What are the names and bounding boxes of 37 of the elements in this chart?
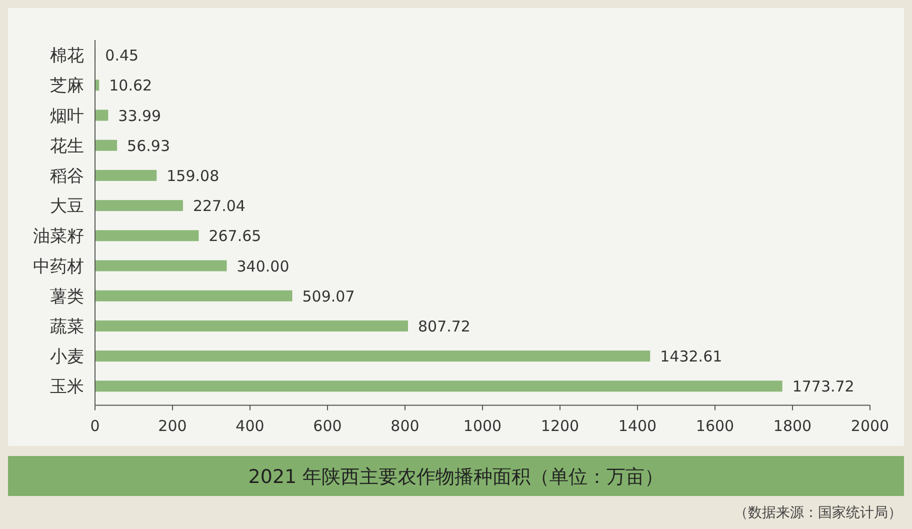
y-tick-label: 薯类 [50, 286, 84, 307]
x-tick-label: 200 [158, 417, 187, 436]
y-tick-label: 大豆 [50, 196, 84, 217]
data-label: 56.93 [127, 136, 170, 155]
y-tick-label: 小麦 [50, 347, 84, 368]
data-label: 159.08 [166, 166, 220, 185]
text: 2021 年陕西主要农作物播种面积（单位：万亩） [248, 466, 664, 488]
data-label: 33.99 [118, 106, 162, 125]
y-tick-label: 玉米 [50, 377, 84, 398]
x-tick-label: 1800 [773, 417, 812, 436]
y-tick-label: 棉花 [50, 46, 84, 66]
y-tick-label: 油菜籽 [33, 226, 84, 247]
x-tick-label: 0 [90, 417, 100, 436]
x-tick-label: 400 [236, 417, 264, 436]
y-tick-label: 花生 [50, 136, 84, 156]
data-label: 10.62 [109, 76, 152, 95]
text: （数据来源：国家统计局） [734, 505, 902, 521]
data-label: 807.72 [418, 317, 470, 336]
x-tick-label: 800 [390, 417, 420, 436]
y-tick-label: 中药材 [33, 256, 84, 277]
y-tick-label: 蔬菜 [50, 316, 84, 337]
y-tick-label: 稻谷 [50, 166, 84, 186]
x-tick-label: 1600 [696, 417, 734, 436]
data-label: 1773.72 [792, 378, 854, 396]
data-label: 340.00 [236, 257, 290, 276]
data-label: 509.07 [302, 287, 355, 306]
x-tick-label: 2000 [850, 417, 890, 436]
y-tick-label: 烟叶 [50, 106, 84, 126]
x-tick-label: 600 [313, 417, 342, 436]
x-tick-label: 1400 [618, 417, 657, 436]
data-label: 227.04 [192, 197, 246, 216]
data-label: 1432.61 [660, 348, 722, 366]
x-tick-label: 1200 [540, 417, 580, 436]
y-tick-label: 芝麻 [50, 76, 84, 96]
data-label: 0.45 [105, 46, 139, 65]
data-label: 267.65 [208, 227, 262, 246]
x-tick-label: 1000 [463, 417, 502, 436]
